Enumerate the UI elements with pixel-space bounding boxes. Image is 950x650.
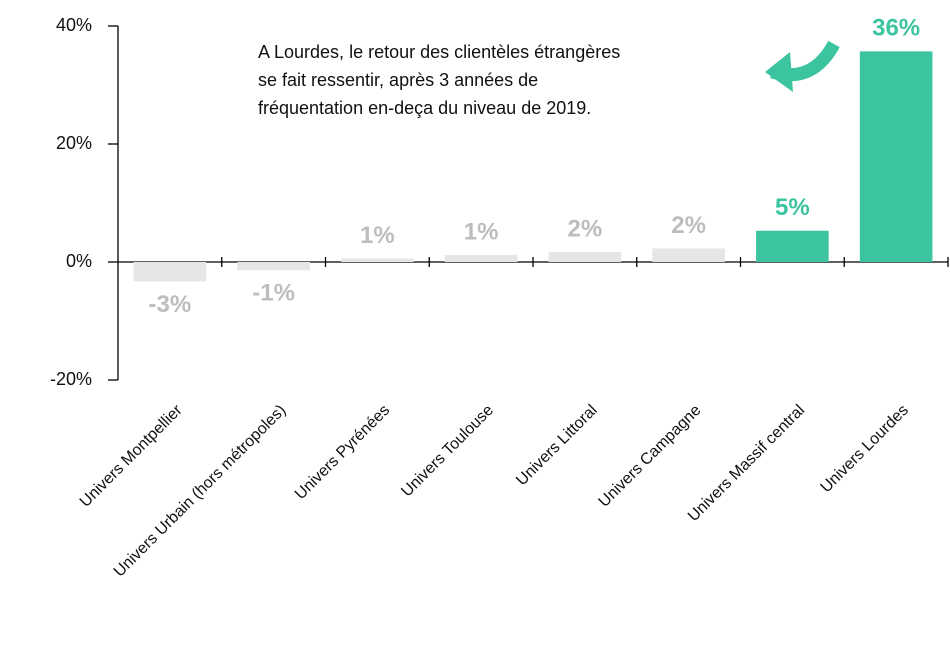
x-tick-label: Univers Urbain (hors métropoles) [111,402,290,581]
value-label: 1% [464,218,499,245]
bar [341,258,414,262]
annotation: se fait ressentir, après 3 années de [258,70,538,90]
x-tick-label: Univers Massif central [685,402,808,525]
value-label: -3% [149,291,192,318]
annotation: A Lourdes, le retour des clientèles étra… [258,42,620,62]
x-tick-label: Univers Littoral [513,402,600,489]
x-tick-label: Univers Toulouse [398,402,497,501]
x-tick-label: Univers Pyrénées [292,402,393,503]
bar [652,248,725,262]
bar [237,262,310,271]
x-tick-label: Univers Montpellier [77,401,186,510]
bar [444,254,518,262]
value-label: 2% [671,212,706,239]
value-label: 5% [775,194,810,221]
x-tick-label: Univers Lourdes [818,402,912,496]
bar [133,262,207,282]
value-label: -1% [252,280,295,307]
annotation-arrowhead [765,52,793,92]
bar [756,230,829,262]
y-tick-label: 20% [56,133,92,153]
value-label: 1% [360,222,395,249]
y-tick-label: -20% [50,369,92,389]
annotation: fréquentation en-deça du niveau de 2019. [258,98,591,118]
value-label: 2% [568,215,603,242]
bar [548,251,622,262]
y-tick-label: 40% [56,15,92,35]
x-tick-label: Univers Campagne [596,402,705,511]
bar [859,51,933,263]
y-tick-label: 0% [66,251,92,271]
value-label: 36% [872,15,920,42]
